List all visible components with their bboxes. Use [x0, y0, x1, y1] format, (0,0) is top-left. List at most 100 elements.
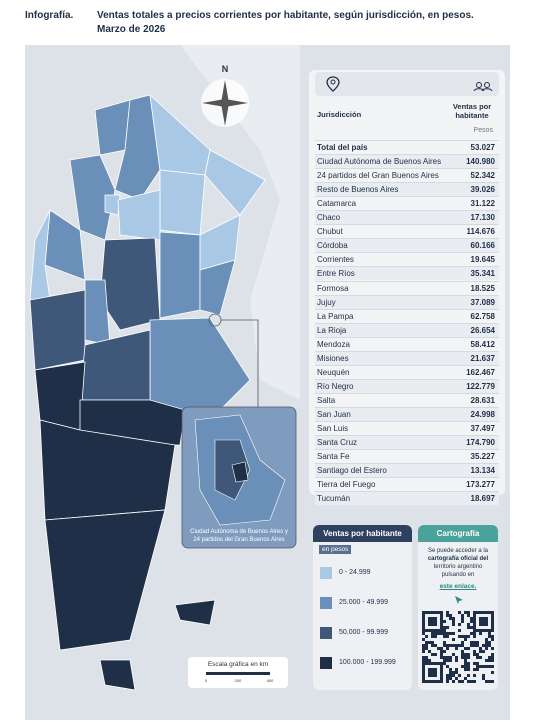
- qr-module: [464, 647, 467, 650]
- qr-module: [470, 626, 473, 629]
- qr-module: [470, 680, 473, 683]
- row-name: Chubut: [317, 227, 343, 237]
- row-value: 21.637: [470, 353, 495, 363]
- table-row: Jujuy 37.089: [315, 294, 499, 309]
- qr-module: [488, 641, 491, 644]
- qr-module: [476, 665, 479, 668]
- location-icon: [326, 76, 340, 92]
- qr-module: [464, 656, 467, 659]
- row-value: 53.027: [470, 143, 495, 152]
- inset-connector: [221, 319, 259, 407]
- qr-module: [437, 662, 440, 665]
- qr-module: [479, 665, 482, 668]
- unit-label: Pesos: [473, 127, 493, 134]
- cartography-line: cartografía oficial del: [427, 556, 489, 562]
- inset-area: [231, 461, 249, 483]
- qr-module: [449, 677, 452, 680]
- qr-module: [485, 638, 488, 641]
- qr-module: [491, 665, 494, 668]
- qr-module: [470, 632, 473, 635]
- qr-module: [440, 626, 443, 629]
- qr-module: [473, 668, 476, 671]
- qr-module: [482, 665, 485, 668]
- qr-module: [476, 662, 479, 665]
- qr-module: [455, 671, 458, 674]
- table-row: Río Negro 122.779: [315, 378, 499, 393]
- qr-module: [446, 659, 449, 662]
- row-name: Formosa: [317, 283, 349, 293]
- legend-title: Ventas por habitante: [313, 525, 412, 542]
- row-value: 26.654: [470, 325, 495, 335]
- inset-caption: Ciudad Autónoma de Buenos Aires y: [190, 529, 288, 535]
- qr-module: [437, 629, 440, 632]
- qr-module: [491, 635, 494, 638]
- table-row: Chaco 17.130: [315, 210, 499, 225]
- qr-module: [449, 656, 452, 659]
- qr-module: [470, 617, 473, 620]
- qr-module: [485, 617, 488, 620]
- qr-module: [467, 626, 470, 629]
- qr-module: [425, 662, 428, 665]
- qr-module: [473, 623, 476, 626]
- qr-module: [479, 611, 482, 614]
- qr-module: [455, 677, 458, 680]
- row-name: Chaco: [317, 213, 341, 223]
- row-name: Total del país: [317, 143, 368, 152]
- qr-module: [446, 677, 449, 680]
- qr-module: [467, 656, 470, 659]
- qr-module: [428, 659, 431, 662]
- row-name: Corrientes: [317, 255, 354, 265]
- row-value: 35.341: [470, 269, 495, 279]
- qr-module: [434, 662, 437, 665]
- qr-module: [440, 677, 443, 680]
- qr-module: [434, 653, 437, 656]
- table-row: Córdoba 60.166: [315, 238, 499, 253]
- table-row: La Pampa 62.758: [315, 308, 499, 323]
- qr-module: [422, 620, 425, 623]
- qr-module: [479, 647, 482, 650]
- qr-module: [467, 662, 470, 665]
- qr-module: [440, 662, 443, 665]
- qr-module: [425, 647, 428, 650]
- cartography-link[interactable]: este enlace.: [439, 583, 477, 590]
- qr-module: [425, 635, 428, 638]
- qr-module: [446, 674, 449, 677]
- province: [39, 419, 176, 521]
- qr-module: [434, 674, 437, 677]
- qr-code[interactable]: [422, 611, 494, 683]
- row-name: Tucumán: [317, 494, 351, 504]
- compass-rose: [202, 99, 248, 107]
- row-value: 122.779: [466, 381, 495, 391]
- cartography-text: Se puede acceder a la cartografía oficial…: [418, 547, 498, 579]
- qr-module: [428, 623, 431, 626]
- qr-module: [428, 662, 431, 665]
- qr-module: [476, 653, 479, 656]
- qr-module: [464, 653, 467, 656]
- qr-module: [455, 647, 458, 650]
- qr-module: [434, 635, 437, 638]
- province: [29, 209, 51, 301]
- qr-module: [449, 617, 452, 620]
- qr-module: [464, 668, 467, 671]
- qr-module: [467, 680, 470, 683]
- column-header: Jurisdicción: [317, 110, 362, 119]
- qr-module: [473, 620, 476, 623]
- qr-module: [440, 674, 443, 677]
- qr-module: [452, 623, 455, 626]
- row-value: 60.166: [470, 241, 495, 251]
- qr-module: [431, 680, 434, 683]
- qr-module: [434, 671, 437, 674]
- table-row: San Juan 24.998: [315, 406, 499, 421]
- table-panel: Jurisdicción Ventas por habitante Pesos …: [309, 70, 505, 506]
- qr-module: [455, 656, 458, 659]
- row-value: 37.497: [470, 424, 495, 433]
- qr-module: [428, 668, 431, 671]
- qr-module: [440, 623, 443, 626]
- qr-module: [449, 632, 452, 635]
- qr-module: [434, 668, 437, 671]
- qr-module: [428, 650, 431, 653]
- qr-module: [425, 656, 428, 659]
- qr-module: [461, 641, 464, 644]
- qr-module: [437, 611, 440, 614]
